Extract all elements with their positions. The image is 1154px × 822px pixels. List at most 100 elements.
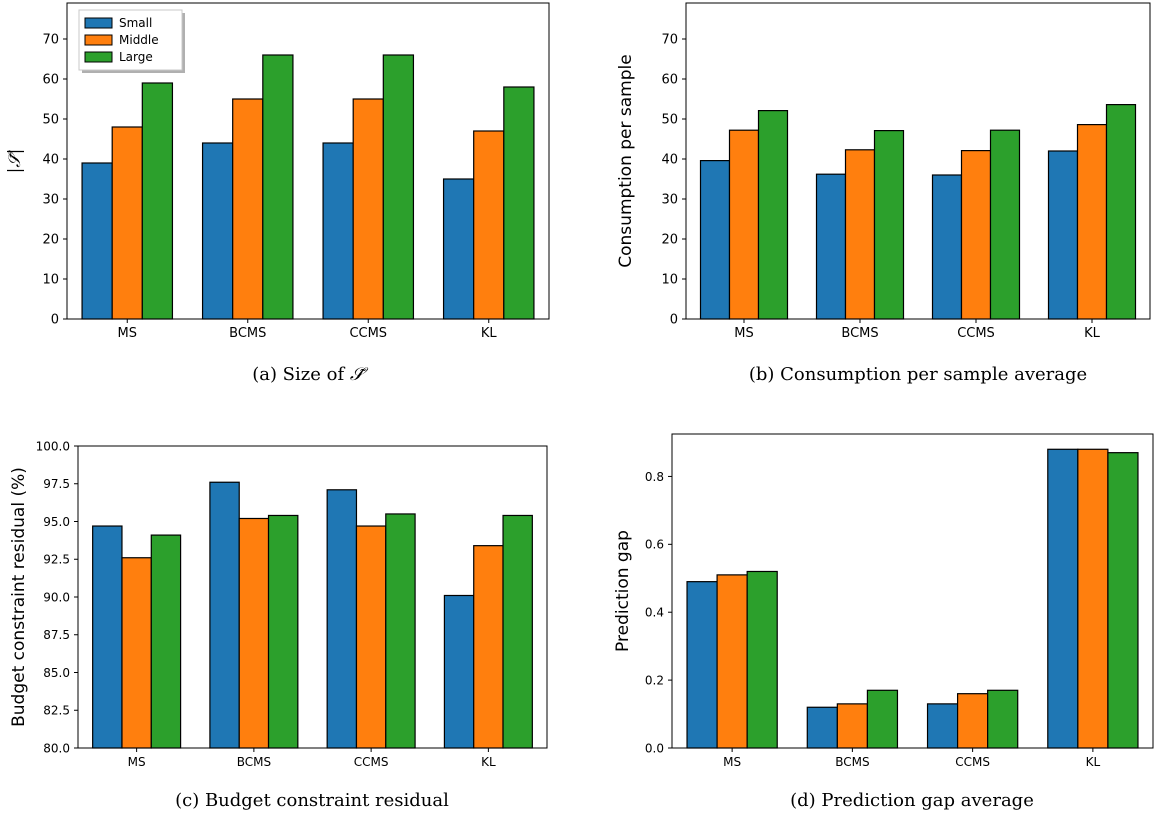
bar-a-large-kl: [503, 86, 535, 320]
bar-c-middle-ccms: [355, 525, 387, 749]
bar-b-small-ms: [699, 160, 731, 320]
y-tick-label: 20: [661, 233, 678, 248]
x-tick-label: MS: [128, 755, 146, 769]
bar-a-middle-ccms: [352, 98, 384, 320]
bar-c-large-kl: [502, 514, 533, 749]
bar-d-middle-bcms: [836, 703, 869, 749]
bar-d-small-kl: [1047, 448, 1079, 749]
bar-b-small-ccms: [931, 174, 963, 320]
axes-frame: [685, 2, 1151, 320]
x-tick-label: CCMS: [349, 326, 387, 341]
y-axis-label: |𝒮̃|: [5, 149, 25, 174]
bar-c-large-bcms: [267, 514, 299, 749]
legend-label-small: Small: [119, 16, 152, 30]
bar-b-large-bcms: [873, 130, 905, 320]
bar-d-large-ms: [746, 570, 778, 749]
y-tick-label: 0: [670, 313, 678, 328]
bar-d-middle-ms: [716, 574, 748, 749]
bar-d-small-bcms: [806, 706, 838, 749]
y-tick-label: 10: [661, 273, 678, 288]
bar-a-middle-bcms: [232, 98, 264, 320]
bar-c-middle-ms: [121, 557, 152, 749]
legend-swatch-middle: [84, 34, 113, 46]
y-tick-label: 90.0: [43, 590, 70, 604]
y-tick-label: 0.8: [645, 470, 664, 484]
y-tick-label: 87.5: [43, 628, 70, 642]
bar-d-small-ms: [686, 581, 718, 749]
bar-c-middle-bcms: [238, 517, 270, 749]
x-tick-label: BCMS: [229, 326, 266, 341]
x-tick-label: MS: [118, 326, 137, 341]
bar-c-small-kl: [443, 594, 475, 749]
bar-c-large-ccms: [385, 513, 416, 749]
bar-b-large-kl: [1105, 103, 1137, 320]
y-tick-label: 85.0: [43, 666, 70, 680]
y-tick-label: 30: [42, 193, 59, 208]
x-tick-label: BCMS: [835, 755, 869, 769]
bar-b-middle-bcms: [844, 149, 876, 320]
bar-b-middle-ms: [728, 129, 760, 320]
legend-swatch-small: [84, 17, 113, 29]
y-tick-label: 60: [42, 73, 59, 88]
x-tick-label: BCMS: [237, 755, 271, 769]
legend-swatch-large: [84, 51, 113, 63]
bar-d-small-ccms: [926, 703, 959, 749]
y-tick-label: 0.2: [645, 673, 664, 687]
y-tick-label: 95.0: [43, 515, 70, 529]
y-tick-label: 100.0: [36, 439, 70, 453]
y-tick-label: 70: [42, 33, 59, 48]
y-axis-label: Prediction gap: [613, 530, 633, 652]
y-tick-label: 40: [661, 153, 678, 168]
bar-c-small-bcms: [209, 481, 240, 749]
bar-a-middle-kl: [473, 130, 505, 320]
bar-b-middle-kl: [1076, 123, 1108, 320]
y-tick-label: 0: [51, 313, 59, 328]
y-tick-label: 97.5: [43, 477, 70, 491]
x-tick-label: KL: [481, 326, 498, 341]
x-tick-label: KL: [1086, 755, 1101, 769]
y-tick-label: 0.0: [645, 741, 664, 755]
bar-b-small-kl: [1047, 150, 1079, 320]
legend-label-large: Large: [119, 50, 153, 64]
axes-frame: [66, 2, 550, 320]
bar-d-large-kl: [1107, 452, 1139, 749]
x-tick-label: BCMS: [841, 326, 878, 341]
bar-a-large-bcms: [262, 54, 294, 320]
bar-c-small-ms: [92, 525, 123, 749]
bar-a-large-ccms: [382, 54, 415, 320]
chart-panel-d: 0.0 0.2 0.4 0.6 0.8 MS BCMS CCMS KL Prediction ga…: [613, 433, 1154, 811]
bar-a-small-kl: [442, 178, 475, 320]
chart-panel-a: 0 10 20 30 40 50 60 70 MS BCMS CCMS KL |𝒮̃| (a) Size …: [5, 2, 550, 385]
bar-d-large-ccms: [987, 689, 1019, 749]
y-tick-label: 50: [42, 113, 59, 128]
y-tick-label: 60: [661, 73, 678, 88]
panel-caption: (c) Budget constraint residual: [175, 790, 449, 811]
panel-caption: (b) Consumption per sample average: [749, 364, 1087, 385]
bar-c-middle-kl: [473, 545, 504, 749]
chart-panel-b: 0 10 20 30 40 50 60 70 MS BCMS CCMS KL Consumption p…: [616, 2, 1151, 385]
x-tick-label: CCMS: [354, 755, 389, 769]
bar-a-middle-ms: [111, 126, 143, 320]
bar-a-large-ms: [141, 82, 174, 320]
x-tick-label: CCMS: [957, 326, 995, 341]
x-tick-label: MS: [723, 755, 741, 769]
x-tick-label: MS: [734, 326, 753, 341]
bar-b-middle-ccms: [960, 150, 992, 320]
bar-b-large-ccms: [989, 129, 1021, 320]
axes-frame: [671, 433, 1154, 749]
bar-c-large-ms: [150, 534, 182, 749]
y-tick-label: 70: [661, 33, 678, 48]
y-tick-label: 0.4: [645, 606, 664, 620]
y-tick-label: 20: [42, 233, 59, 248]
bar-a-small-bcms: [201, 142, 234, 320]
y-tick-label: 0.6: [645, 538, 664, 552]
x-tick-label: KL: [481, 755, 496, 769]
bar-b-large-ms: [757, 109, 789, 320]
panel-caption: (a) Size of 𝒮̃: [252, 364, 369, 385]
y-tick-label: 82.5: [43, 704, 70, 718]
bar-a-small-ms: [81, 162, 113, 320]
y-tick-label: 40: [42, 153, 59, 168]
bar-d-middle-kl: [1077, 448, 1109, 749]
y-tick-label: 92.5: [43, 553, 70, 567]
